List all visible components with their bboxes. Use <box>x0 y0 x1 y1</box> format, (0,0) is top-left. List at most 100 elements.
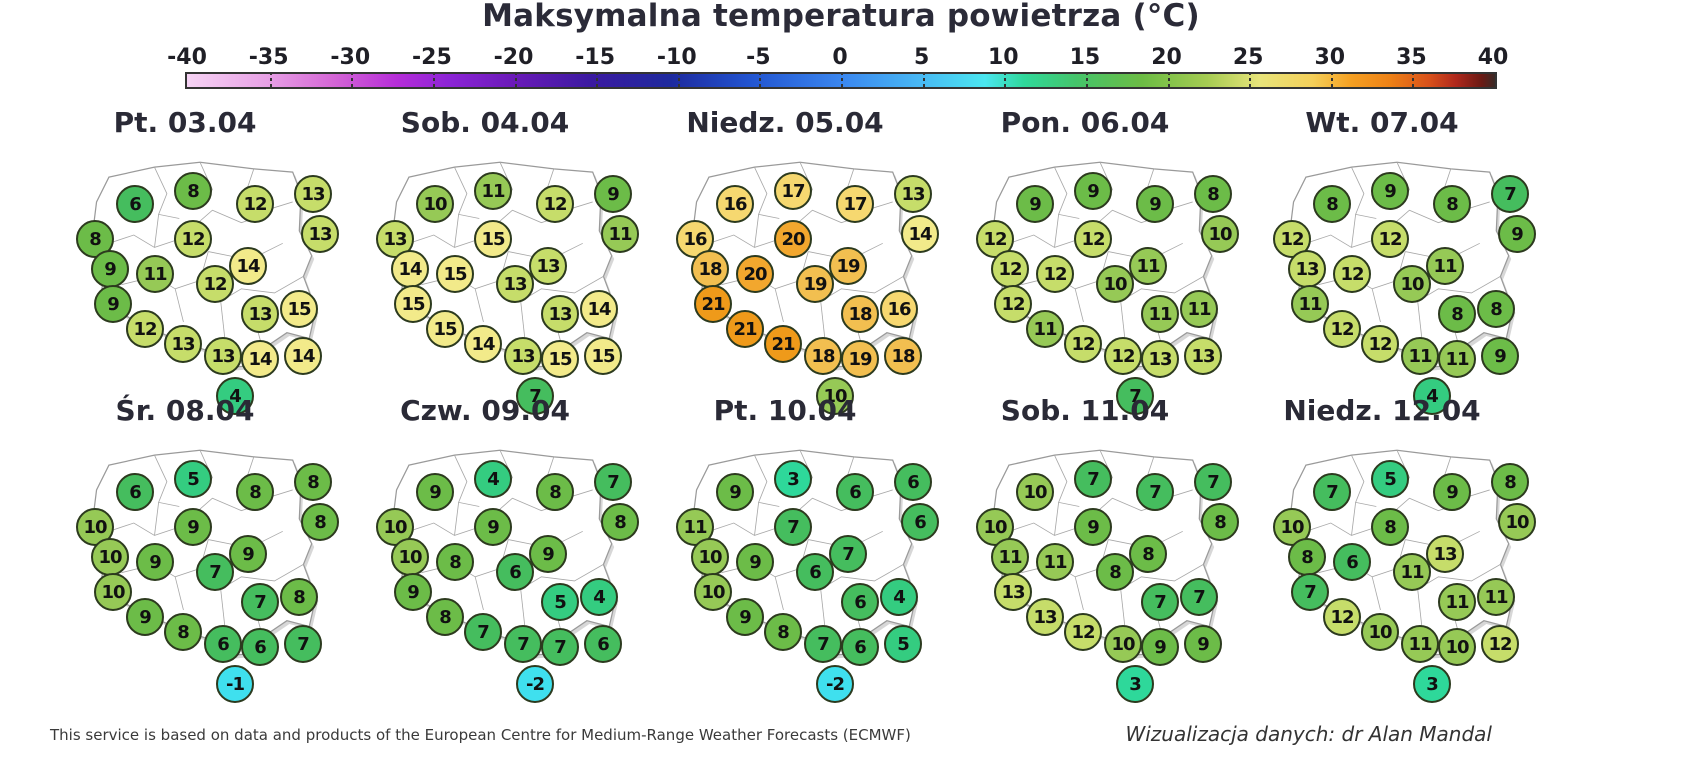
station-temperature-marker: 8 <box>1433 185 1471 223</box>
station-temperature-marker: 8 <box>1438 295 1476 333</box>
station-temperature-marker: 13 <box>204 337 242 375</box>
station-temperature-marker: 10 <box>1273 508 1311 546</box>
legend-tick-mark <box>841 72 843 87</box>
day-panel: Sob. 04.04 13 10 11 12 15 9 14 15 13 11 15 13 14 15 14 1… <box>355 100 655 415</box>
station-temperature-marker: 12 <box>174 220 212 258</box>
station-temperature-marker: 13 <box>496 265 534 303</box>
station-temperature-marker: 11 <box>1438 340 1476 378</box>
station-temperature-marker: 8 <box>1201 503 1239 541</box>
station-temperature-marker: 11 <box>1426 247 1464 285</box>
day-panel: Czw. 09.04 10 9 4 8 9 7 10 8 9 8 9 6 4 8 7 7 7 6 5 -2 <box>355 388 655 703</box>
day-label: Pt. 10.04 <box>713 394 857 427</box>
station-temperature-marker: 8 <box>764 613 802 651</box>
station-temperature-marker: -1 <box>216 665 254 703</box>
legend-tick-label: -35 <box>248 45 289 70</box>
station-temperature-marker: 9 <box>174 508 212 546</box>
legend-tick-label: 25 <box>1232 45 1264 70</box>
station-temperature-marker: 9 <box>1433 473 1471 511</box>
station-temperature-marker: 9 <box>1016 185 1054 223</box>
station-temperature-marker: 10 <box>1096 265 1134 303</box>
station-temperature-marker: 8 <box>294 463 332 501</box>
station-temperature-marker: 21 <box>764 325 802 363</box>
station-temperature-marker: 15 <box>436 255 474 293</box>
station-temperature-marker: 12 <box>1361 325 1399 363</box>
day-label: Niedz. 05.04 <box>686 106 884 139</box>
station-temperature-marker: 11 <box>1393 553 1431 591</box>
station-temperature-marker: 5 <box>174 460 212 498</box>
station-temperature-marker: 10 <box>1016 473 1054 511</box>
station-temperature-marker: 9 <box>474 508 512 546</box>
station-temperature-marker: 12 <box>1323 310 1361 348</box>
day-panel: Śr. 08.04 10 6 5 8 9 8 10 9 9 8 10 7 8 9 8 6 6 7 7 -1 <box>55 388 355 703</box>
station-temperature-marker: 15 <box>394 285 432 323</box>
legend-tick-label: -30 <box>330 45 371 70</box>
station-temperature-marker: 7 <box>504 625 542 663</box>
legend-tick-mark <box>1085 72 1088 87</box>
day-panel: Wt. 07.04 12 8 9 8 12 7 13 12 11 9 11 10 8 12 12 11 11 9 8 4 <box>1252 100 1552 415</box>
legend-tick-mark <box>1412 72 1415 87</box>
station-temperature-marker: 9 <box>1371 172 1409 210</box>
station-temperature-marker: 3 <box>774 460 812 498</box>
station-temperature-marker: 12 <box>1371 220 1409 258</box>
station-temperature-marker: 6 <box>204 625 242 663</box>
station-temperature-marker: 6 <box>841 583 879 621</box>
station-temperature-marker: 15 <box>541 340 579 378</box>
station-temperature-marker: 20 <box>736 255 774 293</box>
station-temperature-marker: 20 <box>774 220 812 258</box>
station-temperature-marker: 4 <box>1413 377 1451 415</box>
day-panel: Pon. 06.04 12 9 9 9 12 8 12 12 11 10 12 10 11 11 12 12 13… <box>955 100 1255 415</box>
station-temperature-marker: 8 <box>1477 290 1515 328</box>
station-temperature-marker: 9 <box>529 535 567 573</box>
station-temperature-marker: 17 <box>774 172 812 210</box>
day-label: Pt. 03.04 <box>113 106 257 139</box>
station-temperature-marker: 13 <box>529 247 567 285</box>
day-label: Czw. 09.04 <box>400 394 570 427</box>
station-temperature-marker: 7 <box>804 625 842 663</box>
legend-tick-label: 35 <box>1396 45 1427 70</box>
station-temperature-marker: 12 <box>1074 220 1112 258</box>
visualization-credit: Wizualizacja danych: dr Alan Mandal <box>1125 722 1492 746</box>
station-temperature-marker: 13 <box>1184 337 1222 375</box>
station-temperature-marker: 10 <box>1438 628 1476 666</box>
legend-tick-label: 5 <box>913 45 930 70</box>
station-temperature-marker: -2 <box>816 665 854 703</box>
station-temperature-marker: 12 <box>536 185 574 223</box>
station-temperature-marker: 9 <box>94 285 132 323</box>
legend-tick-mark <box>922 72 925 87</box>
station-temperature-marker: 10 <box>816 377 854 415</box>
station-temperature-marker: 10 <box>416 185 454 223</box>
station-temperature-marker: 8 <box>301 503 339 541</box>
legend-tick-mark <box>351 72 354 87</box>
station-temperature-marker: 8 <box>1288 538 1326 576</box>
station-temperature-marker: 7 <box>241 583 279 621</box>
station-temperature-marker: 11 <box>1401 625 1439 663</box>
station-temperature-marker: 8 <box>280 578 318 616</box>
station-temperature-marker: 9 <box>126 598 164 636</box>
station-temperature-marker: 6 <box>841 628 879 666</box>
station-temperature-marker: 12 <box>126 310 164 348</box>
station-temperature-marker: 6 <box>496 553 534 591</box>
station-temperature-marker: 3 <box>1116 665 1154 703</box>
station-temperature-marker: 7 <box>1291 573 1329 611</box>
day-panel: Pt. 10.04 11 9 3 6 7 6 10 9 7 6 10 6 4 9 8 7 6 5 6 -2 <box>655 388 955 703</box>
station-temperature-marker: 12 <box>1481 625 1519 663</box>
station-temperature-marker: 9 <box>1141 628 1179 666</box>
station-temperature-marker: 4 <box>880 578 918 616</box>
station-temperature-marker: 11 <box>1129 247 1167 285</box>
station-temperature-marker: 9 <box>716 473 754 511</box>
station-temperature-marker: 11 <box>601 215 639 253</box>
station-temperature-marker: 13 <box>1426 535 1464 573</box>
station-temperature-marker: 13 <box>294 175 332 213</box>
station-temperature-marker: 5 <box>884 625 922 663</box>
station-temperature-marker: 7 <box>1136 473 1174 511</box>
station-temperature-marker: 12 <box>1104 337 1142 375</box>
day-label: Sob. 04.04 <box>400 106 570 139</box>
day-panel: Sob. 11.04 10 10 7 7 9 7 11 11 8 8 13 8 7 13 12 10 9 9 7 3 <box>955 388 1255 703</box>
station-temperature-marker: 10 <box>94 573 132 611</box>
station-temperature-marker: 21 <box>726 310 764 348</box>
station-temperature-marker: 12 <box>991 250 1029 288</box>
legend-tick-label: 30 <box>1314 45 1346 70</box>
station-temperature-marker: 6 <box>116 185 154 223</box>
station-temperature-marker: 8 <box>1194 175 1232 213</box>
station-temperature-marker: 12 <box>1064 613 1102 651</box>
